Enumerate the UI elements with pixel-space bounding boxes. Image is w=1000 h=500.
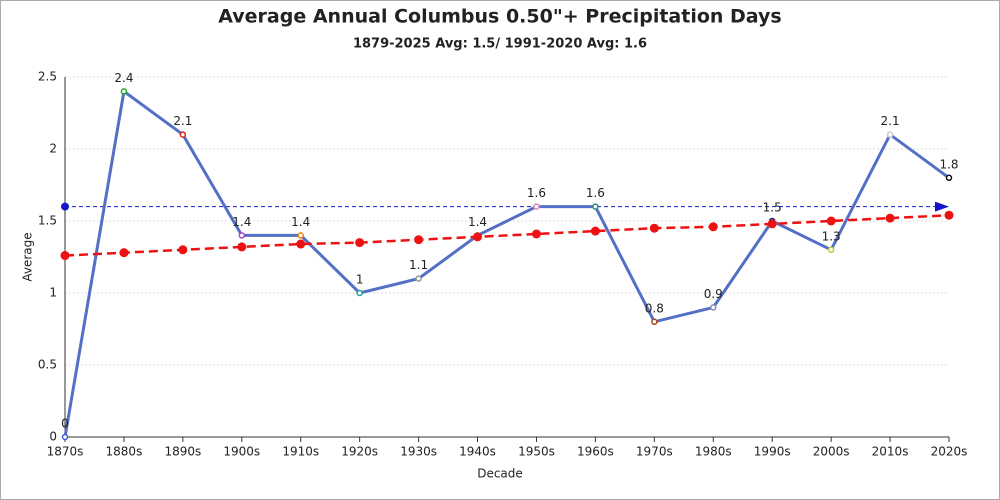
trend-point	[531, 229, 541, 239]
point	[356, 289, 363, 297]
point	[61, 433, 69, 441]
trend-point	[649, 223, 659, 233]
point	[179, 131, 187, 138]
series-line	[64, 213, 950, 257]
trend-point	[473, 232, 483, 242]
data-label: 1.1	[409, 258, 428, 272]
x-tick-label: 2000s	[813, 445, 850, 459]
trend-point	[414, 235, 424, 245]
x-tick-label: 1920s	[341, 445, 378, 459]
data-label: 1.5	[763, 201, 782, 215]
x-tick-label: 1960s	[577, 445, 614, 459]
trend-point	[237, 242, 247, 252]
trend-point	[590, 226, 600, 236]
data-label: 1.8	[939, 157, 958, 171]
trend-point	[178, 245, 188, 255]
chart-title: Average Annual Columbus 0.50"+ Precipita…	[218, 6, 782, 28]
y-tick-label: 0	[49, 430, 57, 444]
trend-point	[355, 238, 365, 248]
y-axis-label: Average	[21, 232, 35, 281]
data-label: 1.4	[291, 215, 310, 229]
trend-point	[826, 216, 836, 226]
point	[651, 318, 658, 326]
y-tick-label: 1.5	[38, 214, 57, 228]
y-tick-label: 2.5	[38, 70, 57, 84]
chart-subtitle: 1879-2025 Avg: 1.5/ 1991-2020 Avg: 1.6	[353, 37, 647, 52]
x-tick-label: 1940s	[459, 445, 496, 459]
point	[297, 232, 304, 239]
point	[592, 203, 599, 210]
average-start	[61, 202, 69, 211]
x-tick-label: 1890s	[164, 445, 201, 459]
data-label: 1.6	[527, 186, 546, 200]
point	[238, 232, 246, 239]
x-tick-label: 1950s	[518, 445, 555, 459]
data-label: 0.9	[704, 287, 723, 301]
trend-point	[944, 210, 954, 220]
x-axis-label: Decade	[477, 467, 523, 481]
trend-point	[296, 239, 306, 249]
point	[886, 131, 894, 138]
data-label: 2.1	[173, 114, 192, 128]
point	[827, 246, 835, 254]
data-label: 2.1	[881, 114, 900, 128]
y-tick-label: 0.5	[38, 358, 57, 372]
y-tick-label: 2	[49, 142, 57, 156]
trend-point	[119, 248, 129, 258]
x-tick-label: 1900s	[223, 445, 260, 459]
trend-point	[885, 213, 895, 223]
x-tick-label: 1870s	[47, 445, 84, 459]
point	[710, 304, 717, 311]
x-tick-label: 1930s	[400, 445, 437, 459]
point	[945, 174, 953, 182]
data-label: 1.4	[468, 215, 487, 229]
x-tick-label: 1970s	[636, 445, 673, 459]
data-label: 1.6	[586, 186, 605, 200]
x-tick-label: 2020s	[931, 445, 968, 459]
data-label: 0	[61, 417, 69, 431]
point	[533, 203, 540, 210]
point	[415, 275, 422, 282]
data-label: 1.3	[822, 229, 841, 243]
y-tick-label: 1	[49, 286, 57, 300]
x-tick-label: 2010s	[872, 445, 909, 459]
data-label: 0.8	[645, 301, 664, 315]
data-label: 1	[356, 273, 364, 287]
trend-point	[708, 222, 718, 232]
series-line	[63, 88, 950, 438]
trend-point	[767, 219, 777, 229]
x-tick-label: 1980s	[695, 445, 732, 459]
data-label: 2.4	[114, 71, 133, 85]
x-tick-label: 1990s	[754, 445, 791, 459]
data-label: 1.4	[232, 215, 251, 229]
point	[120, 88, 128, 95]
average-arrow	[935, 201, 949, 212]
x-tick-label: 1910s	[282, 445, 319, 459]
trend-point	[60, 251, 70, 261]
x-tick-label: 1880s	[106, 445, 143, 459]
